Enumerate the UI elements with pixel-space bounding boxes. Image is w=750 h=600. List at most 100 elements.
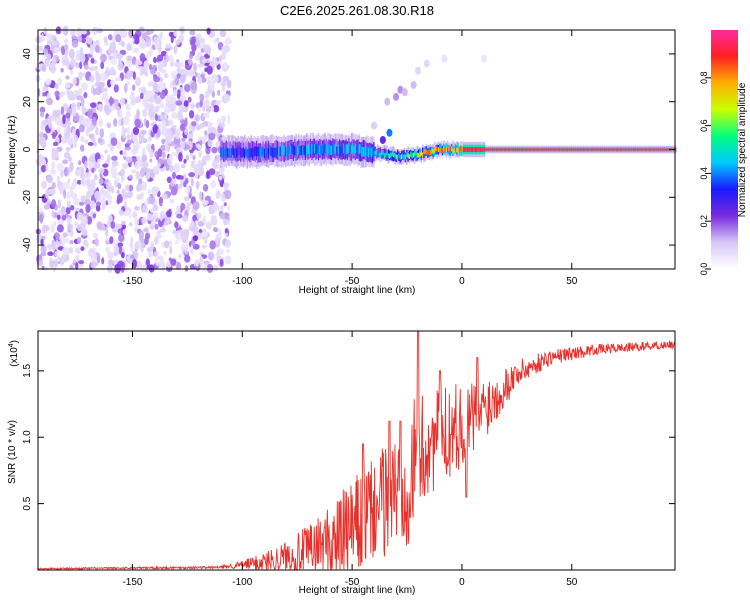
spectrogram-noise-cell [40,136,46,145]
spectrogram-ridge-cell [323,145,325,156]
spectrogram-ridge-cell [346,144,349,154]
snr-y-label: SNR (10 * v/v) [7,420,18,484]
spectrogram-noise-cell [141,154,148,163]
spectrogram-noise-cell [208,131,216,141]
spectrogram-noise-cell [206,263,214,273]
spectrogram-noise-cell [143,168,151,173]
spectrogram-noise-cell [213,227,219,233]
spectrogram-ridge-cell [457,148,459,154]
spectrogram-ridge-cell [544,148,546,151]
spectrogram-ridge-cell [366,146,368,157]
spectrogram-noise-cell [174,221,179,229]
spectrogram-noise-cell [104,104,109,111]
spectrogram-noise-cell [195,33,202,40]
spectrogram-noise-cell [187,96,192,103]
spectrogram-ridge-cell [657,148,660,151]
spectrogram-ridge-cell [589,148,591,151]
spectrogram-noise-cell [95,87,102,96]
spectrogram-noise-cell [163,250,167,256]
spectrogram-ridge-cell [605,148,607,151]
spectrogram-ridge-cell [371,146,374,157]
spectrogram-ridge-cell [593,148,595,151]
spectrogram-noise-cell [178,254,182,259]
spectrogram-noise-cell [79,61,83,70]
spectrogram-noise-cell [118,209,124,216]
spectrogram-noise-cell [203,99,210,109]
spectrogram-noise-cell [136,60,143,65]
spectrogram-noise-cell [46,175,53,184]
spectrogram-noise-cell [80,246,85,252]
spectrogram-ridge-cell [274,147,276,158]
spectrogram-noise-cell [128,184,134,192]
spectrogram-ridge-cell [309,145,312,155]
spectrogram-ridge-cell [278,146,280,156]
spectrogram-noise-cell [99,128,105,139]
spectrogram-ridge-cell [573,148,575,151]
spectrogram-noise-cell [51,35,57,40]
spectrogram-noise-cell [81,110,86,115]
spectrogram-ridge-cell [462,147,465,152]
spectrogram-noise-cell [152,81,158,91]
spectrogram-noise-cell [192,201,200,211]
spectrogram-noise-cell [113,251,118,257]
spectrogram-noise-cell [46,40,53,45]
spectrogram-noise-cell [85,191,91,200]
x-tick-label: 0 [459,577,465,588]
spectrogram-ridge-cell [246,148,249,159]
spectrogram-ridge-cell [329,145,332,155]
spectrogram-noise-cell [217,89,221,96]
spectrogram-noise-cell [184,117,188,128]
spectrogram-noise-cell [198,150,202,158]
spectrogram-ridge-cell [648,148,650,151]
spectrogram-ridge-cell [651,148,653,151]
spectrogram-noise-cell [134,206,140,211]
spectrogram-ridge-cell [553,148,556,151]
spectrogram-noise-cell [190,160,195,169]
spectrogram-noise-cell [60,91,66,97]
spectrogram-noise-cell [117,223,123,229]
spectrogram-ridge-cell [393,152,395,158]
spectrogram-ridge-cell [523,148,525,151]
spectrogram-ridge-cell [224,148,226,159]
spectrogram-ridge-cell [311,144,313,154]
spectrogram-noise-cell [157,54,164,62]
spectrogram-ridge-cell [508,148,511,151]
spectrogram-noise-cell [65,206,71,215]
spectrogram-noise-cell [68,49,75,59]
spectrogram-ridge-cell [618,148,620,151]
spectrogram-noise-cell [145,36,152,43]
spectrogram-noise-cell [100,72,107,82]
spectrogram-ridge-cell [479,147,482,152]
spectrogram-noise-cell [156,162,161,168]
spectrogram-ridge-cell [499,148,502,151]
spectrogram-noise-cell [77,223,84,232]
spectrogram-ridge-cell [635,148,637,151]
spectrogram-ridge-cell [607,148,610,151]
spectrogram-noise-cell [204,44,210,49]
spectrogram-noise-cell [109,42,117,52]
spectrogram-ridge-cell [577,148,579,151]
spectrogram-ridge-cell [412,152,415,158]
spectrogram-noise-cell [95,73,101,84]
spectrogram-noise-cell [98,167,105,174]
spectrogram-noise-cell [224,255,232,265]
spectrogram-noise-cell [215,190,220,200]
spectrogram-ridge-cell [476,147,478,152]
spectrogram-noise-cell [44,225,50,232]
spectrogram-noise-cell [66,121,72,126]
spectrogram-noise-cell [201,244,208,249]
snr-y-multiplier: (x104) [8,340,20,367]
spectrogram-ridge-cell [352,143,354,154]
spectrogram-noise-cell [202,155,206,166]
spectrogram-noise-cell [153,76,161,83]
spectrogram-noise-cell [149,63,152,71]
spectrogram-noise-cell [211,146,218,154]
spectrogram-noise-cell [84,160,88,169]
spectrogram-noise-cell [194,259,200,267]
spectrogram-noise-cell [63,238,71,243]
spectrogram-ridge-cell [300,145,303,155]
spectrogram-noise-cell [198,123,205,129]
spectrogram-ridge-cell [537,148,540,151]
spectrogram-noise-cell [128,174,133,179]
spectrogram-noise-cell [111,171,118,179]
